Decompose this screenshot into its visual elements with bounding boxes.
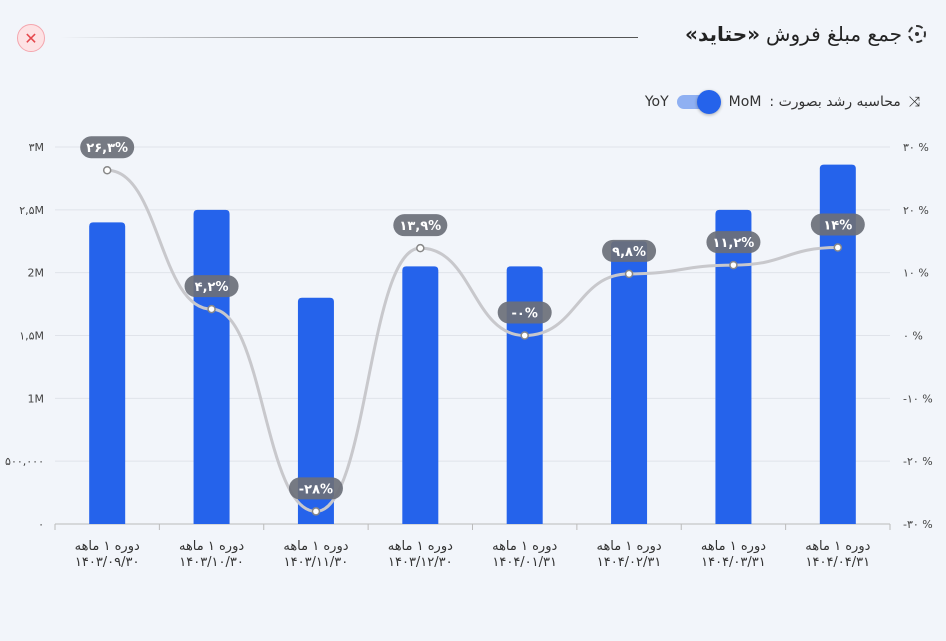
bar — [715, 209, 752, 525]
growth-label: -۲۸% — [299, 482, 333, 497]
x-label-date: ۱۴۰۴/۰۲/۳۱ — [597, 555, 662, 570]
close-icon: ✕ — [24, 28, 38, 48]
growth-label: ۲۶,۳% — [86, 141, 128, 156]
y-tick-label: ۱,۵M — [19, 330, 44, 343]
bar — [402, 266, 439, 524]
bar — [506, 266, 543, 524]
bar — [297, 297, 334, 524]
x-label-period: دوره ۱ ماهه — [701, 539, 766, 554]
chart-title: جمع مبلغ فروش «حتاید» — [685, 22, 926, 46]
bar — [611, 241, 648, 524]
x-label-date: ۱۴۰۴/۰۳/۳۱ — [701, 555, 766, 570]
y-tick-label: ۳M — [29, 141, 44, 154]
growth-label-bg — [706, 231, 761, 254]
toggle-off-label: YoY — [644, 94, 669, 110]
y-tick-label: 2M — [28, 267, 45, 280]
toggle-on-label: MoM — [728, 94, 762, 110]
x-label-date: ۱۴۰۳/۱۰/۳۰ — [179, 555, 244, 570]
x-label-date: ۱۴۰۳/۰۹/۳۰ — [75, 555, 140, 570]
bar — [89, 222, 126, 524]
y2-tick-label: ۰ % — [903, 330, 923, 343]
growth-point — [207, 304, 216, 314]
y-tick-label: 1M — [28, 392, 45, 405]
close-button[interactable]: ✕ — [17, 24, 45, 52]
growth-point — [311, 507, 321, 516]
x-label-period: دوره ۱ ماهه — [75, 539, 140, 554]
x-label-period: دوره ۱ ماهه — [283, 539, 348, 554]
growth-label-bg — [602, 239, 657, 262]
bar — [819, 164, 856, 525]
y-tick-label: ۲,۵M — [19, 204, 44, 217]
x-label-period: دوره ۱ ماهه — [492, 539, 557, 554]
x-label-period: دوره ۱ ماهه — [596, 539, 661, 554]
title-bold: «حتاید» — [685, 22, 761, 46]
title-text: جمع مبلغ فروش — [766, 22, 902, 46]
growth-label: ۱۴% — [823, 219, 852, 234]
x-label-date: ۱۴۰۴/۰۱/۳۱ — [492, 555, 557, 570]
y2-tick-label: ۱۰ % — [903, 267, 929, 280]
growth-point — [624, 269, 634, 279]
growth-label: ۱۳,۹% — [399, 219, 441, 234]
title-divider — [60, 37, 638, 38]
growth-point — [520, 331, 529, 340]
target-icon — [908, 25, 926, 43]
x-label-period: دوره ۱ ماهه — [388, 539, 453, 554]
growth-label-bg — [80, 136, 135, 159]
growth-label: -۰% — [512, 307, 538, 322]
x-label-period: دوره ۱ ماهه — [179, 539, 244, 554]
x-label-date: ۱۴۰۳/۱۲/۳۰ — [388, 555, 453, 570]
growth-toggle-row: ⤨ محاسبه رشد بصورت : MoM YoY — [645, 90, 920, 114]
growth-point — [833, 243, 843, 252]
x-label-date: ۱۴۰۳/۱۱/۳۰ — [284, 555, 349, 570]
y2-tick-label: ۳۰ % — [903, 141, 929, 154]
growth-label: ۹,۸% — [612, 245, 646, 260]
growth-point — [729, 260, 738, 270]
bar — [193, 209, 230, 525]
growth-point — [416, 243, 425, 253]
growth-point — [102, 165, 112, 175]
y2-tick-label: -۳۰ % — [903, 518, 933, 531]
growth-label-bg — [184, 275, 239, 298]
x-label-date: ۱۴۰۴/۰۴/۳۱ — [806, 555, 871, 570]
growth-label-bg — [497, 301, 552, 324]
y-tick-label: ۵۰۰,۰۰۰ — [5, 455, 44, 468]
growth-label: ۱۱,۲% — [713, 236, 755, 251]
trend-arrows-icon: ⤨ — [908, 94, 920, 110]
y2-tick-label: -۲۰ % — [903, 455, 933, 468]
x-label-period: دوره ۱ ماهه — [805, 539, 870, 554]
mom-yoy-switch[interactable] — [676, 90, 721, 114]
y2-tick-label: -۱۰ % — [903, 392, 933, 405]
growth-label-bg — [810, 213, 865, 236]
y-tick-label: ۰ — [38, 518, 44, 531]
y2-tick-label: ۲۰ % — [903, 204, 929, 217]
growth-label-bg — [288, 477, 343, 500]
toggle-label: محاسبه رشد بصورت : — [769, 94, 901, 110]
growth-label-bg — [393, 214, 448, 237]
growth-label: ۴,۲% — [195, 280, 229, 295]
